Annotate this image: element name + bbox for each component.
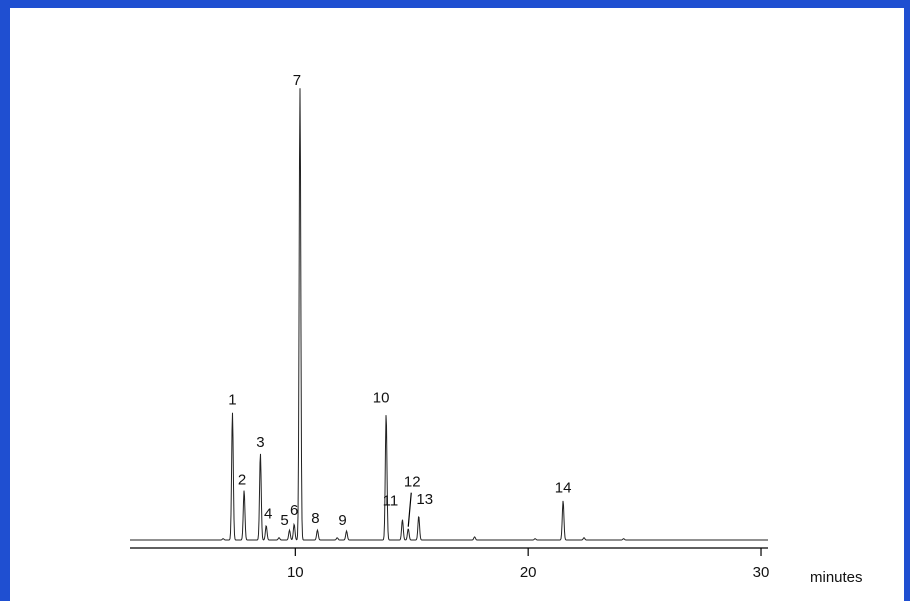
peak-label-6: 6	[290, 502, 298, 519]
x-axis-label: minutes	[810, 569, 863, 586]
peak-label-10: 10	[373, 389, 390, 406]
peak-label-2: 2	[238, 471, 246, 488]
peak-label-13: 13	[416, 491, 433, 508]
peak-label-14: 14	[555, 480, 572, 497]
chromatogram-trace	[130, 88, 768, 541]
x-tick-label: 30	[753, 564, 770, 581]
peak-label-12: 12	[404, 474, 421, 491]
peak-label-5: 5	[280, 512, 288, 529]
peak-12-leader-line	[407, 492, 412, 527]
peak-label-8: 8	[311, 510, 319, 527]
peak-label-3: 3	[256, 434, 264, 451]
x-tick-label: 20	[520, 564, 537, 581]
x-axis: 10 20 30	[130, 547, 770, 581]
peak-label-4: 4	[264, 506, 272, 523]
peak-label-11: 11	[383, 493, 399, 510]
peak-label-7: 7	[293, 72, 301, 89]
x-tick-label: 10	[287, 564, 304, 581]
peak-label-9: 9	[338, 512, 346, 529]
trace-layer	[130, 88, 768, 541]
peak-label-1: 1	[228, 392, 236, 409]
